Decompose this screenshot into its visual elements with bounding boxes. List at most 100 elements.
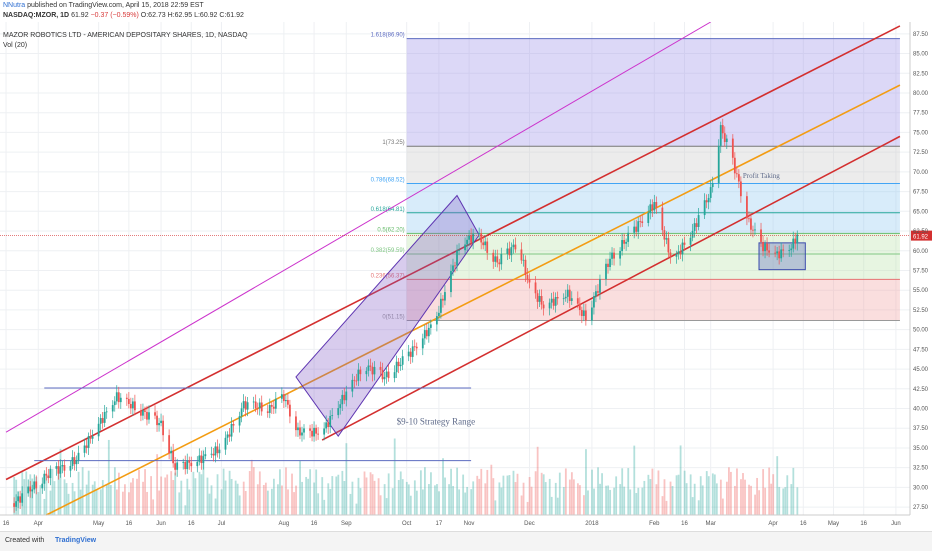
volume-bar: [711, 473, 714, 515]
candle-body: [31, 489, 34, 492]
volume-bar: [266, 490, 269, 515]
candle-body: [591, 307, 593, 321]
candle-body: [621, 240, 624, 252]
candle-body: [683, 242, 686, 245]
candle-body: [341, 394, 344, 405]
created-with-label: Created with: [5, 537, 45, 544]
price-tick-label: 57.50: [913, 268, 929, 274]
candle-body: [500, 253, 503, 265]
candle-body: [214, 446, 217, 456]
candle-body: [484, 241, 487, 246]
volume-bar: [399, 471, 402, 515]
volume-bar: [705, 471, 708, 515]
volume-bar: [492, 478, 495, 515]
candle-body: [228, 434, 231, 437]
candle-body: [677, 251, 680, 255]
candle-body: [162, 420, 164, 436]
volume-bar: [478, 478, 481, 515]
volume-bar: [651, 468, 654, 515]
volume-bar: [685, 483, 688, 515]
volume-bar: [264, 482, 267, 515]
candle-body: [663, 230, 666, 240]
consolidation-box: [758, 242, 806, 271]
candle-body: [595, 291, 597, 297]
volume-bar: [307, 478, 310, 515]
volume-bar: [599, 483, 601, 515]
price-chart[interactable]: 0(51.15) 0.236(56.37) 0.382(59.59) 0.5(62.2…: [0, 22, 932, 531]
volume-bar: [677, 474, 680, 515]
candle-body: [711, 183, 714, 188]
candle-body: [127, 398, 130, 404]
volume-bar: [57, 470, 60, 515]
volume-bar: [448, 484, 450, 515]
volume-bar: [281, 485, 283, 515]
volume-bar: [315, 469, 318, 515]
volume-bar: [293, 492, 295, 515]
fib-level-label: 0.236(56.37): [371, 273, 405, 279]
volume-bar: [442, 458, 444, 515]
candle-body: [458, 250, 460, 251]
last-price-label: 61.92: [913, 235, 929, 241]
volume-bar: [764, 487, 767, 515]
volume-bar: [750, 485, 752, 515]
volume-bar: [683, 470, 686, 515]
volume-bar: [172, 480, 175, 515]
candle-body: [313, 427, 315, 437]
candle-body: [158, 423, 160, 426]
candle-body: [468, 235, 470, 240]
candle-body: [464, 244, 466, 251]
price-tick-label: 65.00: [913, 209, 929, 215]
candle-body: [212, 453, 215, 456]
volume-bar: [434, 485, 436, 515]
candle-body: [202, 456, 205, 464]
volume-bar: [707, 476, 710, 515]
time-tick-label: 16: [860, 521, 867, 527]
candle-body: [59, 466, 62, 474]
volume-bar: [200, 474, 203, 515]
candle-body: [746, 196, 748, 219]
volume-bar: [609, 489, 612, 515]
volume-bar: [641, 487, 644, 515]
volume-bar: [291, 473, 293, 515]
volume-bar: [39, 485, 42, 515]
volume-bar: [230, 478, 233, 515]
candle-body: [103, 411, 106, 423]
candle-body: [619, 251, 621, 259]
volume-bar: [629, 489, 632, 515]
volume-bar: [782, 488, 785, 515]
candle-body: [131, 401, 134, 409]
candle-body: [111, 405, 114, 412]
candle-body: [367, 365, 370, 371]
price-tick-label: 75.00: [913, 130, 929, 136]
candle-body: [554, 297, 557, 306]
volume-bar: [216, 474, 219, 515]
volume-bar: [79, 489, 82, 515]
candle-body: [623, 240, 626, 244]
volume-bar: [498, 482, 501, 515]
volume-bar: [321, 477, 324, 515]
price-tick-label: 72.50: [913, 150, 929, 156]
candle-body: [536, 293, 539, 302]
tradingview-logo-text[interactable]: TradingView: [55, 537, 97, 544]
candle-body: [528, 279, 531, 283]
volume-bar: [186, 478, 189, 515]
volume-bar: [279, 469, 281, 515]
candle-body: [641, 221, 644, 223]
candle-body: [381, 369, 384, 380]
candle-body: [125, 397, 128, 399]
publisher-name[interactable]: NNutra: [3, 2, 26, 9]
volume-bar: [671, 486, 674, 515]
candle-body: [343, 394, 346, 401]
candle-body: [323, 428, 326, 435]
candle-body: [97, 423, 100, 437]
price-change: −0.37 (−0.59%): [90, 12, 139, 19]
candle-body: [625, 241, 628, 244]
candle-body: [339, 404, 342, 409]
candle-body: [697, 215, 700, 227]
fib-level-label: 1(73.25): [382, 140, 404, 146]
candle-body: [411, 346, 414, 357]
candle-body: [117, 392, 120, 403]
time-tick-label: Jun: [891, 521, 901, 527]
volume-bar: [250, 459, 253, 515]
candle-body: [260, 402, 263, 412]
